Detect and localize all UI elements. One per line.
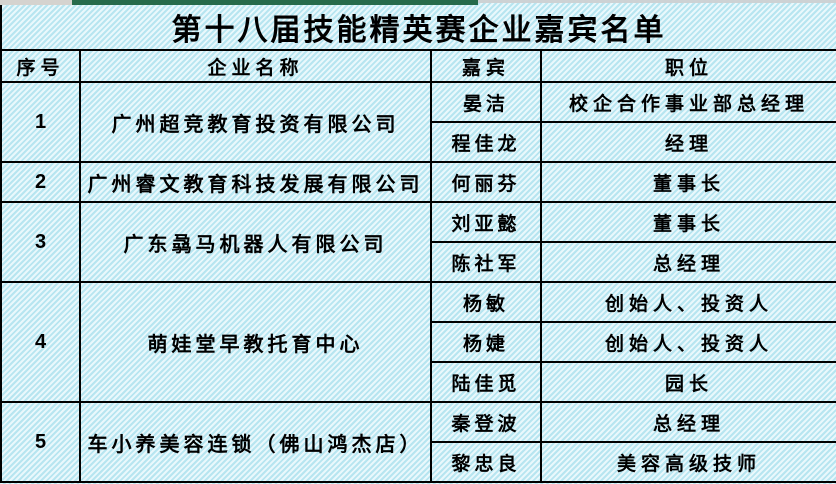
guest-name-cell: 程佳龙: [430, 121, 542, 163]
strip-right-segment: [478, 0, 836, 3]
serial-cell: 3: [0, 201, 81, 283]
company-cell: 萌娃堂早教托育中心: [79, 281, 432, 403]
window-edge-strip: [0, 0, 836, 5]
table-row: 黎忠良 美容高级技师: [1, 441, 836, 483]
guest-position-cell: 创始人、投资人: [540, 281, 836, 323]
guest-list-table: 第十八届技能精英赛企业嘉宾名单 序号 企业名称 嘉宾 职位 1 广州超竞教育投资有限公司…: [0, 5, 836, 483]
title-row: 第十八届技能精英赛企业嘉宾名单: [0, 5, 836, 51]
header-row: 序号 企业名称 嘉宾 职位: [0, 49, 836, 83]
serial-cell: 4: [0, 281, 81, 403]
column-header-0: 序号: [0, 49, 81, 83]
table-row: 杨婕 创始人、投资人: [1, 321, 836, 363]
guest-name-cell: 秦登波: [430, 401, 542, 443]
table-row: 5 车小养美容连锁（佛山鸿杰店） 秦登波 总经理: [0, 401, 836, 483]
guest-name-cell: 陈社军: [430, 241, 542, 283]
guest-position-cell: 园长: [540, 361, 836, 403]
company-cell: 广东骉马机器人有限公司: [79, 201, 432, 283]
guest-position-cell: 总经理: [540, 401, 836, 443]
serial-cell: 1: [0, 81, 81, 163]
guest-position-cell: 美容高级技师: [540, 441, 836, 483]
table-row: 4 萌娃堂早教托育中心 杨敏 创始人、投资人: [0, 281, 836, 403]
company-cell: 广州超竞教育投资有限公司: [79, 81, 432, 163]
table-row: 2 广州睿文教育科技发展有限公司 何丽芬 董事长: [0, 161, 836, 203]
guest-name-cell: 杨婕: [430, 321, 542, 363]
strip-left-segment: [0, 0, 72, 5]
table-row: 陆佳觅 园长: [1, 361, 836, 403]
table-row: 程佳龙 经理: [1, 121, 836, 163]
table-row: 3 广东骉马机器人有限公司 刘亚懿 董事长: [0, 201, 836, 283]
guest-name-cell: 何丽芬: [430, 161, 542, 203]
serial-cell: 2: [0, 161, 81, 203]
guest-position-cell: 总经理: [540, 241, 836, 283]
table-row: 陈社军 总经理: [1, 241, 836, 283]
serial-cell: 5: [0, 401, 81, 483]
column-header-3: 职位: [540, 49, 836, 83]
guest-name-cell: 晏洁: [430, 81, 542, 123]
guest-position-cell: 董事长: [540, 161, 836, 203]
guest-position-cell: 校企合作事业部总经理: [540, 81, 836, 123]
column-header-2: 嘉宾: [430, 49, 542, 83]
table-row: 1 广州超竞教育投资有限公司 晏洁 校企合作事业部总经理: [0, 81, 836, 163]
guest-table-body: 第十八届技能精英赛企业嘉宾名单 序号 企业名称 嘉宾 职位 1 广州超竞教育投资有限公司…: [0, 5, 836, 483]
company-cell: 车小养美容连锁（佛山鸿杰店）: [79, 401, 432, 483]
strip-green-segment: [72, 0, 478, 5]
company-cell: 广州睿文教育科技发展有限公司: [79, 161, 432, 203]
guest-position-cell: 经理: [540, 121, 836, 163]
guest-name-cell: 黎忠良: [430, 441, 542, 483]
guest-name-cell: 陆佳觅: [430, 361, 542, 403]
guest-name-cell: 刘亚懿: [430, 201, 542, 243]
column-header-1: 企业名称: [79, 49, 432, 83]
guest-position-cell: 董事长: [540, 201, 836, 243]
page-title: 第十八届技能精英赛企业嘉宾名单: [0, 5, 836, 51]
guest-position-cell: 创始人、投资人: [540, 321, 836, 363]
guest-name-cell: 杨敏: [430, 281, 542, 323]
